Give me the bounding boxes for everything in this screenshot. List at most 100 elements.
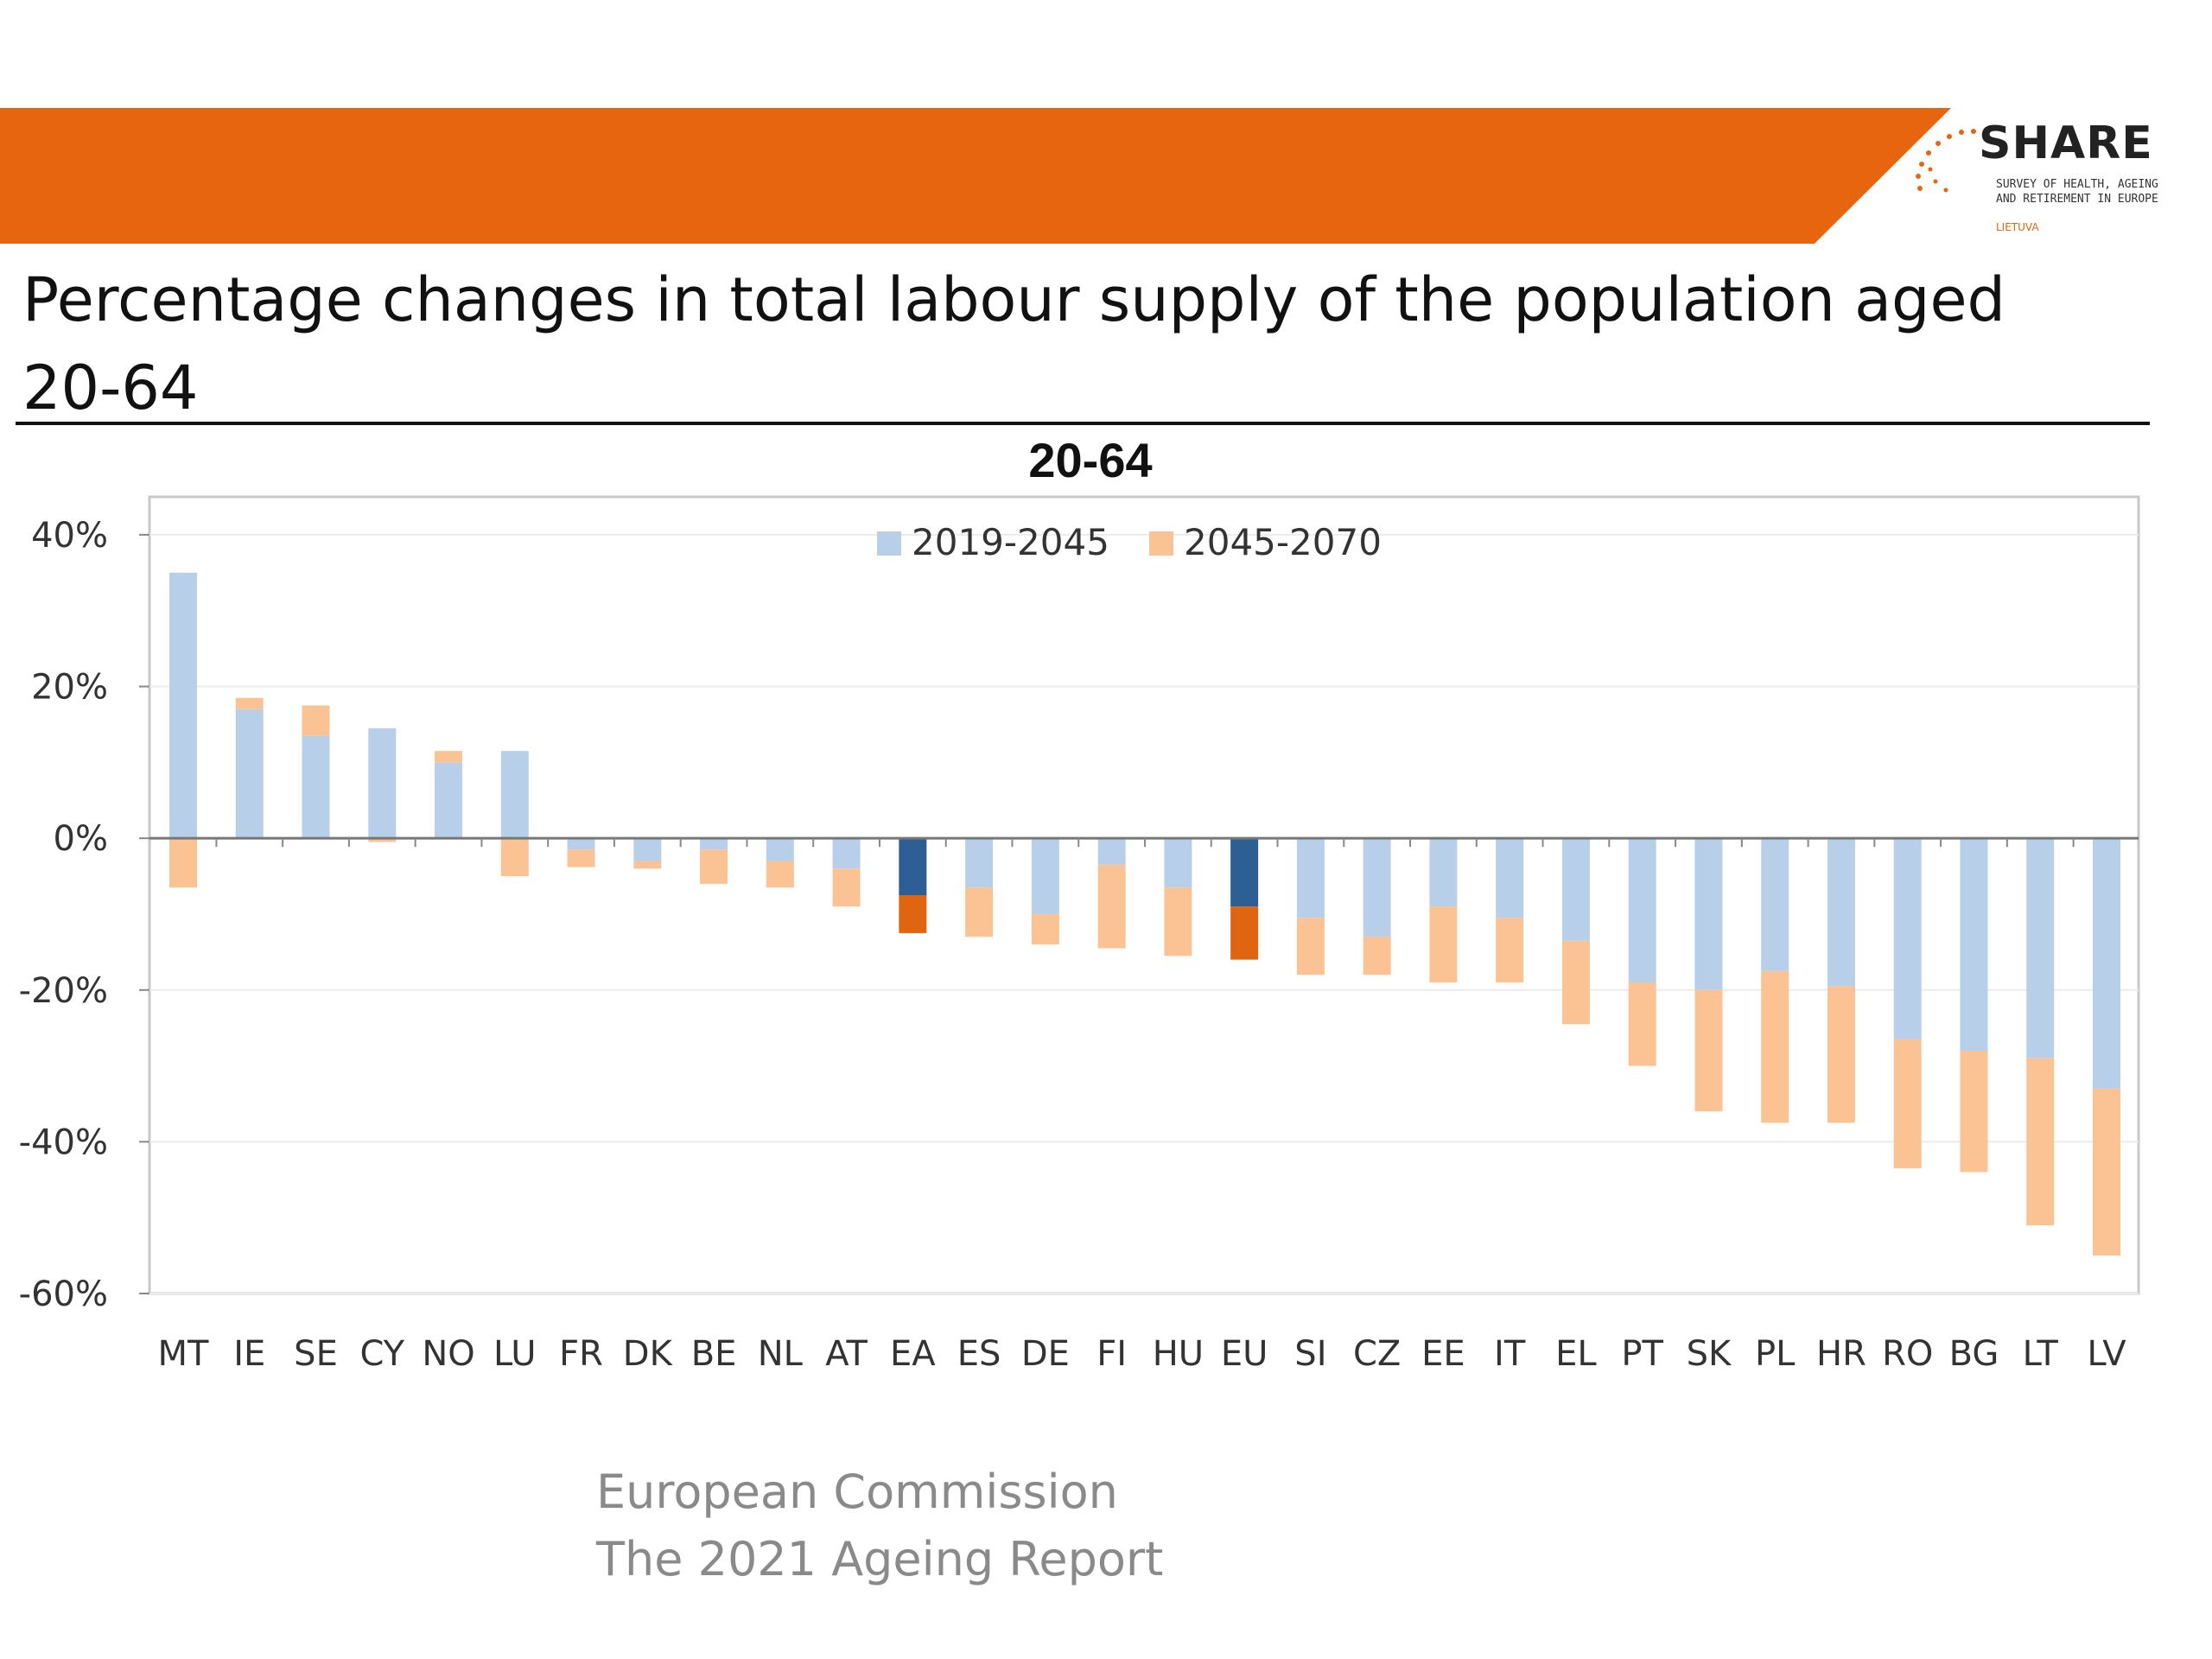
bar-no-2045-2070 (435, 751, 463, 763)
bar-ee-2045-2070 (1429, 906, 1458, 982)
legend-label-2019-2045: 2019-2045 (912, 521, 1109, 563)
bar-mt-2045-2070 (169, 838, 197, 888)
x-tick-label: DE (1021, 1334, 1070, 1374)
x-tick-label: ES (957, 1334, 1001, 1374)
x-tick-label: AT (825, 1334, 868, 1374)
x-tick-label: IE (233, 1334, 265, 1374)
bars (169, 572, 2120, 1256)
x-tick-label: BE (691, 1334, 737, 1374)
x-tick-label: HU (1153, 1334, 1204, 1374)
header-banner (0, 108, 1951, 244)
bar-be-2045-2070 (700, 849, 728, 884)
title-divider (16, 422, 2150, 425)
bar-si-2045-2070 (1296, 918, 1325, 976)
bar-dk-2019-2045 (633, 838, 662, 861)
bar-el-2045-2070 (1561, 940, 1590, 1025)
bar-ee-2019-2045 (1429, 838, 1458, 907)
bar-el-2019-2045 (1561, 838, 1590, 941)
share-logo: SHARE SURVEY OF HEALTH, AGEING AND RETIR… (1910, 121, 2212, 242)
source-line-2: The 2021 Ageing Report (596, 1532, 1164, 1586)
x-tick-label: EA (890, 1334, 936, 1374)
bar-pl-2019-2045 (1761, 838, 1789, 971)
y-tick-label: -20% (19, 971, 108, 1011)
logo-name: SHARE (1979, 118, 2153, 169)
legend-swatch-2045-2070 (1149, 531, 1173, 556)
bar-nl-2019-2045 (766, 838, 794, 861)
bar-si-2019-2045 (1296, 838, 1325, 918)
bar-cy-2019-2045 (368, 728, 397, 839)
bar-fi-2019-2045 (1097, 838, 1126, 865)
bar-ro-2045-2070 (1893, 1039, 1922, 1169)
bar-mt-2019-2045 (169, 572, 197, 839)
bar-lu-2019-2045 (500, 751, 529, 839)
bar-sk-2019-2045 (1694, 838, 1723, 990)
x-tick-label: EU (1221, 1334, 1268, 1374)
x-tick-label: LV (2087, 1334, 2126, 1374)
y-tick-label: -40% (19, 1122, 108, 1162)
x-tick-label: FI (1096, 1334, 1127, 1374)
x-tick-label: DK (623, 1334, 674, 1374)
x-tick-label: PL (1755, 1334, 1796, 1374)
bar-dk-2045-2070 (633, 861, 662, 869)
bar-ea-2019-2045 (899, 838, 927, 895)
bar-at-2019-2045 (832, 838, 861, 869)
bar-lv-2045-2070 (2093, 1088, 2120, 1256)
source-line-1: European Commission (596, 1465, 1118, 1519)
bar-ie-2045-2070 (235, 697, 264, 709)
x-tick-label: RO (1882, 1334, 1933, 1374)
legend: 2019-2045 2045-2070 (877, 521, 1382, 563)
logo-arc-icon (1916, 129, 1988, 193)
chart-title: 20-64 (1028, 433, 1152, 487)
bar-sk-2045-2070 (1694, 989, 1723, 1112)
x-tick-label: EE (1421, 1334, 1465, 1374)
legend-label-2045-2070: 2045-2070 (1184, 521, 1382, 563)
bar-pt-2019-2045 (1628, 838, 1656, 982)
bar-eu-2019-2045 (1230, 838, 1259, 907)
bar-hr-2045-2070 (1827, 986, 1855, 1123)
y-axis-ticks: 40% 20% 0% -20% -40% -60% (19, 516, 149, 1314)
logo-tagline-line2: AND RETIREMENT IN EUROPE (1996, 192, 2158, 206)
logo-country: LIETUVA (1996, 221, 2039, 233)
bar-at-2045-2070 (832, 868, 861, 907)
bar-cz-2019-2045 (1363, 838, 1391, 938)
bar-fr-2019-2045 (567, 838, 595, 850)
x-tick-label: CY (359, 1334, 404, 1374)
x-axis-ticks: MT IE SE CY NO LU FR DK BE NL AT EA ES DE FI HU EU SI CZ EE… (158, 838, 2126, 1374)
bar-bg-2045-2070 (1960, 1051, 1988, 1173)
bar-pl-2045-2070 (1761, 970, 1789, 1123)
bar-cy-2045-2070 (368, 838, 397, 842)
x-tick-label: LT (2023, 1334, 2059, 1374)
x-tick-label: LU (493, 1334, 537, 1374)
y-tick-label: -60% (19, 1274, 108, 1314)
bar-es-2045-2070 (965, 887, 994, 938)
y-tick-label: 40% (31, 516, 108, 556)
bar-nl-2045-2070 (766, 861, 794, 888)
bar-fr-2045-2070 (567, 849, 595, 868)
x-tick-label: PT (1621, 1334, 1663, 1374)
bar-be-2019-2045 (700, 838, 728, 850)
bar-cz-2045-2070 (1363, 937, 1391, 976)
x-tick-label: BG (1949, 1334, 1999, 1374)
bar-de-2019-2045 (1031, 838, 1059, 914)
x-tick-label: EL (1555, 1334, 1597, 1374)
x-tick-label: MT (158, 1334, 210, 1374)
source-citation: European Commission The 2021 Ageing Repo… (596, 1459, 1163, 1593)
bar-hr-2019-2045 (1827, 838, 1855, 987)
logo-tagline-line1: SURVEY OF HEALTH, AGEING (1996, 178, 2158, 191)
x-tick-label: IT (1494, 1334, 1526, 1374)
slide-title: Percentage changes in total labour suppl… (22, 264, 2005, 423)
bar-lt-2045-2070 (2026, 1058, 2055, 1225)
x-tick-label: SI (1294, 1334, 1326, 1374)
bar-hu-2045-2070 (1164, 887, 1192, 957)
x-tick-label: FR (559, 1334, 603, 1374)
x-tick-label: NL (758, 1334, 804, 1374)
x-tick-label: SE (294, 1334, 338, 1374)
x-tick-label: SK (1687, 1334, 1732, 1374)
y-tick-label: 20% (31, 668, 108, 708)
bar-fi-2045-2070 (1097, 864, 1126, 949)
bar-lt-2019-2045 (2026, 838, 2055, 1058)
y-tick-label: 0% (54, 819, 108, 859)
bar-ro-2019-2045 (1893, 838, 1922, 1039)
bar-chart: 20-64 40% 20% 0% -20% -40% -60% MT IE SE CY NO LU F… (19, 433, 2140, 1374)
bar-de-2045-2070 (1031, 913, 1059, 945)
